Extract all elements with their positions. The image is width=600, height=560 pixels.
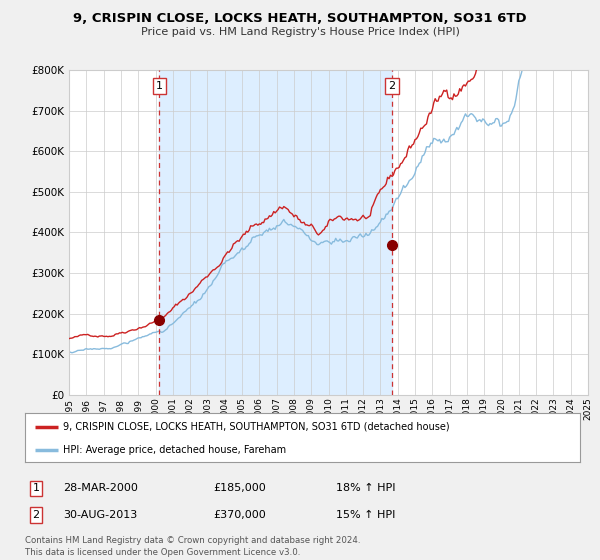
Text: This data is licensed under the Open Government Licence v3.0.: This data is licensed under the Open Gov… [25,548,301,557]
Text: 9, CRISPIN CLOSE, LOCKS HEATH, SOUTHAMPTON, SO31 6TD: 9, CRISPIN CLOSE, LOCKS HEATH, SOUTHAMPT… [73,12,527,25]
Text: 2: 2 [32,510,40,520]
Text: Price paid vs. HM Land Registry's House Price Index (HPI): Price paid vs. HM Land Registry's House … [140,27,460,37]
Text: 1: 1 [32,483,40,493]
Text: 2: 2 [388,81,395,91]
Text: HPI: Average price, detached house, Fareham: HPI: Average price, detached house, Fare… [63,445,286,455]
Bar [160,70,392,395]
Text: 1: 1 [156,81,163,91]
Text: 9, CRISPIN CLOSE, LOCKS HEATH, SOUTHAMPTON, SO31 6TD (detached house): 9, CRISPIN CLOSE, LOCKS HEATH, SOUTHAMPT… [63,422,449,432]
Text: Contains HM Land Registry data © Crown copyright and database right 2024.: Contains HM Land Registry data © Crown c… [25,536,361,545]
Text: 28-MAR-2000: 28-MAR-2000 [63,483,138,493]
Text: £370,000: £370,000 [213,510,266,520]
Text: 18% ↑ HPI: 18% ↑ HPI [336,483,395,493]
Text: 15% ↑ HPI: 15% ↑ HPI [336,510,395,520]
Text: 30-AUG-2013: 30-AUG-2013 [63,510,137,520]
Text: £185,000: £185,000 [213,483,266,493]
